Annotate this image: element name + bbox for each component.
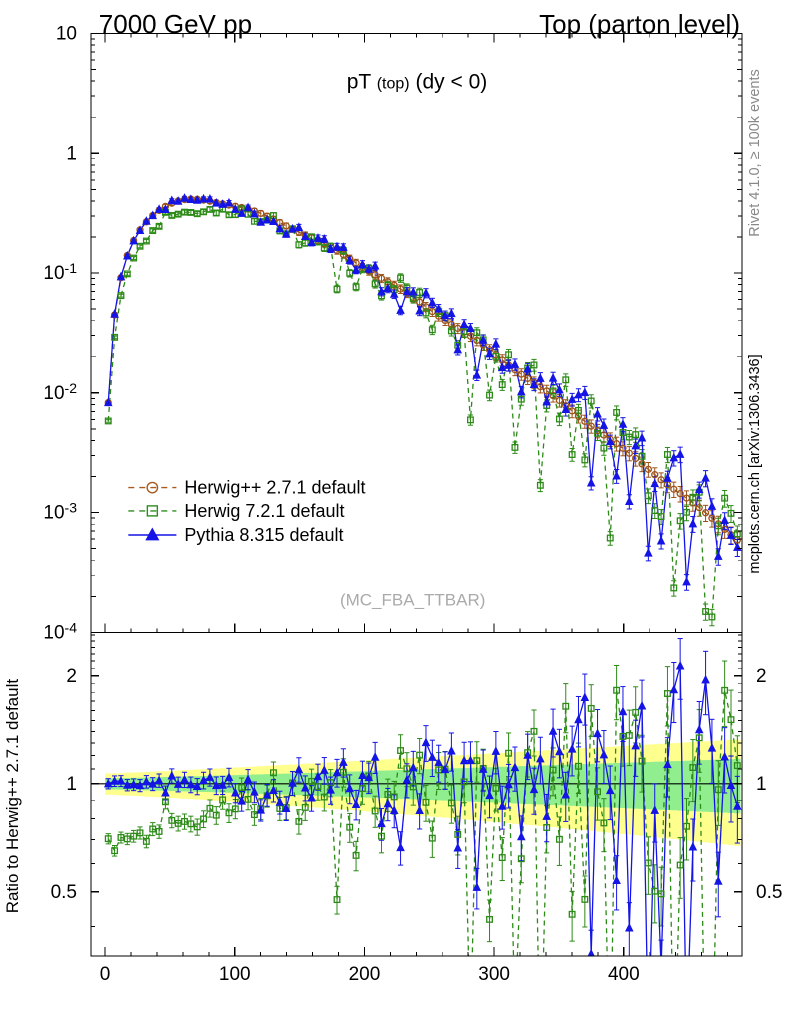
- svg-text:0.5: 0.5: [756, 882, 782, 903]
- svg-text:pT (top) (dy < 0): pT (top) (dy < 0): [347, 71, 488, 94]
- svg-text:(MC_FBA_TTBAR): (MC_FBA_TTBAR): [340, 591, 485, 610]
- svg-text:1: 1: [66, 143, 77, 164]
- svg-text:2: 2: [756, 666, 767, 687]
- svg-text:2: 2: [66, 666, 77, 687]
- svg-text:7000 GeV pp: 7000 GeV pp: [99, 9, 252, 39]
- svg-text:Pythia 8.315 default: Pythia 8.315 default: [184, 525, 343, 545]
- svg-text:0: 0: [100, 964, 111, 985]
- svg-text:mcplots.cern.ch [arXiv:1306.34: mcplots.cern.ch [arXiv:1306.3436]: [747, 354, 763, 573]
- svg-text:Top (parton level): Top (parton level): [539, 9, 740, 39]
- svg-text:Herwig 7.2.1 default: Herwig 7.2.1 default: [184, 501, 344, 521]
- svg-text:Herwig++ 2.7.1 default: Herwig++ 2.7.1 default: [184, 478, 365, 498]
- svg-text:Rivet 4.1.0, ≥ 100k events: Rivet 4.1.0, ≥ 100k events: [747, 69, 763, 237]
- svg-text:300: 300: [478, 964, 510, 985]
- svg-text:100: 100: [219, 964, 251, 985]
- svg-text:10: 10: [56, 24, 77, 45]
- svg-text:Ratio to Herwig++ 2.7.1 defaul: Ratio to Herwig++ 2.7.1 default: [3, 679, 22, 914]
- svg-text:0.5: 0.5: [51, 882, 77, 903]
- svg-text:400: 400: [608, 964, 640, 985]
- svg-text:1: 1: [756, 774, 767, 795]
- svg-text:200: 200: [349, 964, 381, 985]
- svg-text:1: 1: [66, 774, 77, 795]
